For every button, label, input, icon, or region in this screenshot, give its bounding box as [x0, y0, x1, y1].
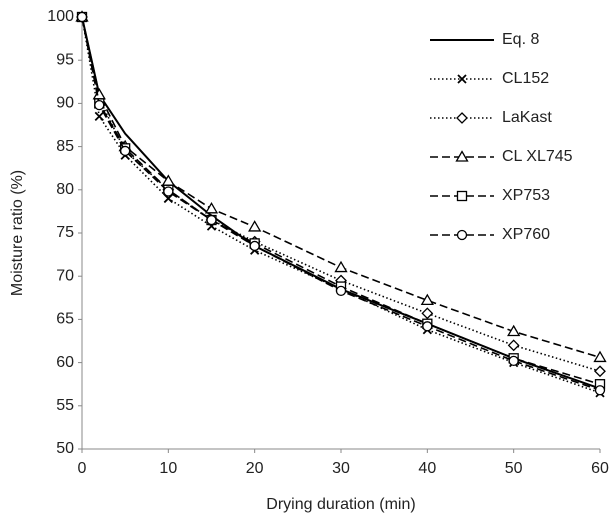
legend-label: XP753 [502, 187, 550, 204]
y-tick-label: 55 [56, 397, 74, 414]
y-tick-label: 80 [56, 181, 74, 198]
marker [94, 111, 104, 121]
x-tick-label: 30 [332, 460, 350, 477]
marker [92, 87, 106, 100]
marker [335, 285, 347, 297]
series-line [81, 16, 601, 385]
marker [422, 321, 433, 332]
y-tick-label: 60 [56, 354, 74, 371]
marker [507, 339, 520, 352]
marker [204, 202, 219, 214]
legend-marker [455, 150, 469, 162]
x-tick-label: 50 [505, 460, 523, 477]
marker [120, 145, 131, 157]
marker [94, 99, 105, 111]
y-tick-label: 95 [56, 51, 74, 68]
y-tick-label: 100 [47, 8, 74, 25]
marker [249, 240, 260, 252]
series-line [81, 16, 601, 359]
marker [593, 350, 607, 363]
y-tick-label: 50 [56, 440, 74, 457]
x-tick-label: 60 [591, 460, 609, 477]
series-line [81, 16, 601, 394]
marker [507, 324, 521, 337]
legend-label: CL XL745 [502, 148, 573, 165]
marker [420, 293, 434, 306]
marker [206, 214, 217, 226]
marker [421, 307, 434, 320]
legend-marker [456, 190, 468, 202]
marker [248, 220, 262, 232]
legend-marker [456, 112, 468, 124]
y-tick-label: 65 [56, 311, 74, 328]
legend-label: Eq. 8 [502, 31, 539, 48]
x-axis-label: Drying duration (min) [266, 496, 415, 513]
marker [334, 260, 348, 273]
y-tick-label: 90 [56, 95, 74, 112]
legend-marker [457, 74, 467, 84]
marker [508, 355, 519, 367]
legend-label: LaKast [502, 109, 552, 126]
y-tick-label: 70 [56, 267, 74, 284]
x-tick-label: 10 [159, 460, 177, 477]
x-tick-label: 20 [246, 460, 264, 477]
x-tick-label: 40 [418, 460, 436, 477]
x-tick-label: 0 [78, 460, 87, 477]
legend-label: CL152 [502, 70, 549, 87]
y-tick-label: 85 [56, 138, 74, 155]
marker [594, 365, 606, 378]
marker [76, 11, 88, 23]
marker [594, 385, 606, 396]
marker [163, 186, 174, 197]
legend-label: XP760 [502, 226, 550, 243]
legend-marker [456, 229, 468, 241]
y-tick-label: 75 [56, 224, 74, 241]
y-axis-label: Moisture ratio (%) [9, 170, 26, 296]
series-line [81, 16, 601, 392]
